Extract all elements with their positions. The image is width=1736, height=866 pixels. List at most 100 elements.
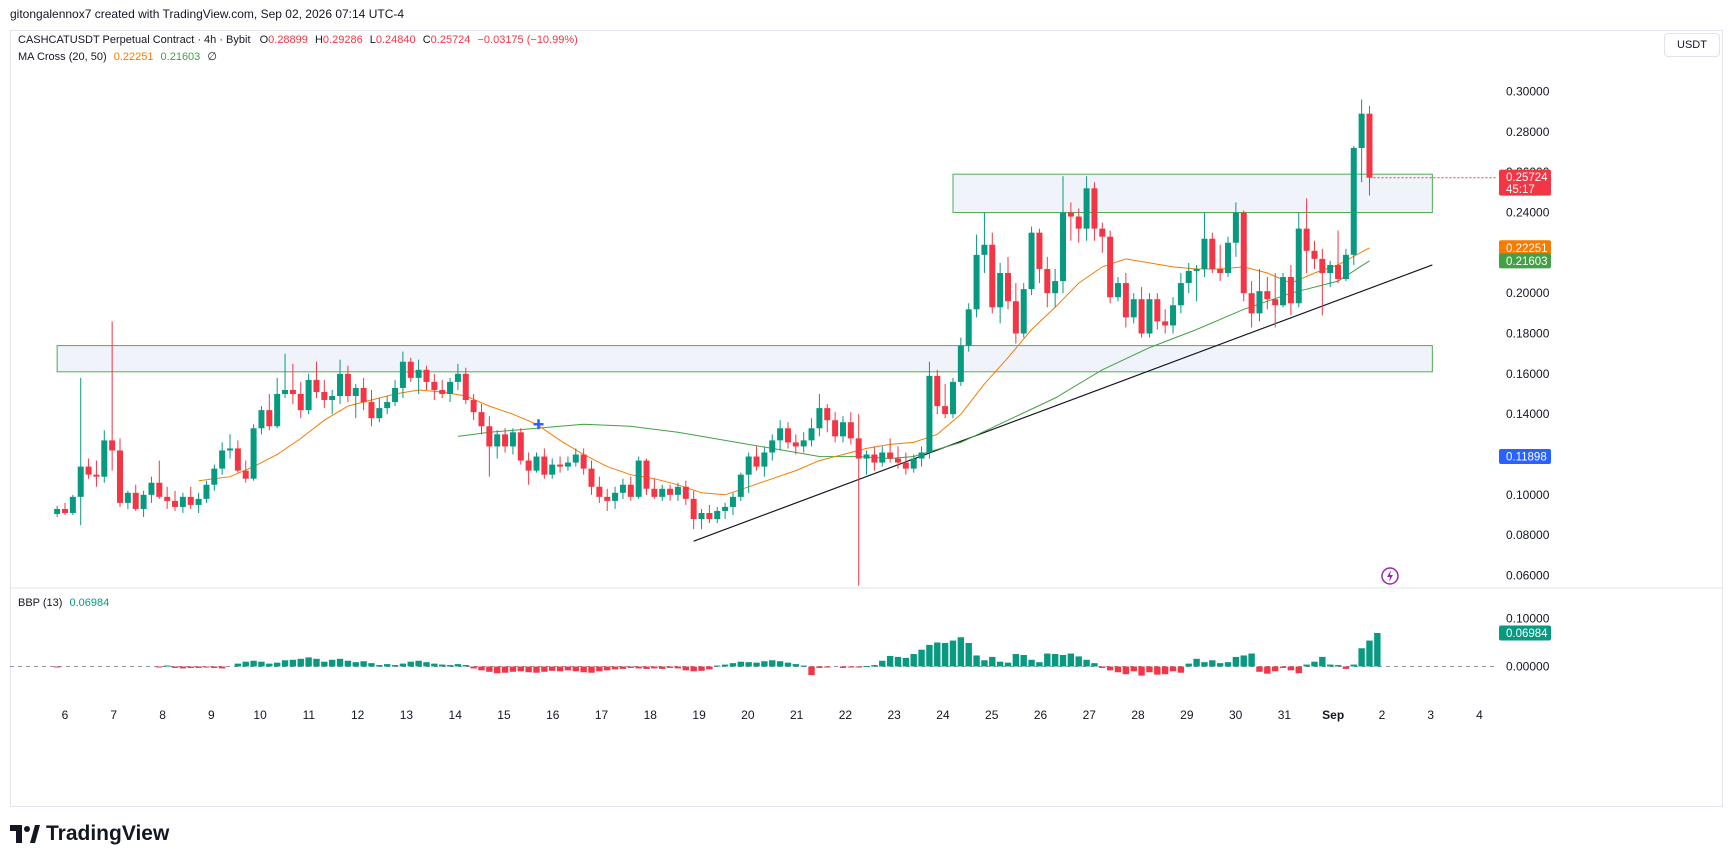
bbp-bar	[517, 666, 524, 672]
candle-body	[305, 379, 312, 411]
candle-body	[1036, 232, 1043, 269]
tradingview-logo[interactable]: TradingView	[10, 822, 169, 846]
bbp-bar	[439, 664, 446, 667]
candle-body	[1327, 264, 1334, 273]
bbp-bar	[53, 666, 61, 668]
time-tick-label: 2	[1379, 708, 1386, 722]
candle	[682, 480, 689, 505]
candle	[179, 492, 186, 513]
candle-body	[784, 428, 791, 443]
ma-fast-badge-bg	[1499, 240, 1551, 256]
axes: 0.30000 0.28000 0.24000 0.20000 0.18000 0.160…	[62, 85, 1550, 723]
candle	[1287, 264, 1294, 316]
trendline[interactable]	[693, 264, 1433, 542]
time-tick-label: 27	[1083, 708, 1097, 722]
candle-body	[1146, 299, 1153, 334]
candle-body	[942, 406, 949, 415]
candle-body	[902, 462, 909, 469]
candle	[376, 398, 383, 423]
candle-body	[533, 456, 540, 471]
candle-body	[910, 458, 917, 469]
bbp-title[interactable]: BBP (13)	[18, 597, 63, 609]
time-tick-label: 25	[985, 708, 999, 722]
bbp-bar	[1075, 656, 1082, 667]
candle	[1280, 273, 1287, 308]
candle	[368, 389, 375, 427]
zone-rectangle-1[interactable]	[56, 345, 1433, 373]
time-tick-label: 7	[110, 708, 117, 722]
candle	[847, 412, 854, 445]
candle-body	[1005, 273, 1011, 302]
candle-body	[242, 470, 249, 479]
candle-body	[439, 389, 446, 394]
candle-body	[1115, 283, 1122, 298]
candle	[62, 502, 68, 515]
candle	[659, 484, 666, 501]
candle	[753, 446, 760, 471]
bbp-bar	[918, 649, 925, 667]
currency-button[interactable]: USDT	[1664, 33, 1720, 57]
candle-body	[1350, 147, 1357, 255]
candle	[69, 494, 76, 515]
chart-frame	[10, 30, 1723, 807]
candle-body	[329, 396, 336, 401]
zone-rectangle-2[interactable]	[952, 173, 1433, 213]
time-tick-label: Sep	[1322, 708, 1344, 722]
time-tick-label: 17	[595, 708, 609, 722]
candle-body	[1099, 228, 1106, 237]
candle	[863, 450, 870, 475]
candle	[769, 434, 776, 461]
candle-body	[714, 510, 721, 520]
candle-body	[470, 400, 477, 413]
bbp-bar	[784, 662, 792, 667]
legend-symbol[interactable]: CASHCATUSDT Perpetual Contract · 4h · By…	[18, 34, 251, 46]
candle-body	[211, 468, 218, 485]
candle	[415, 359, 422, 394]
bbp-bar	[847, 666, 855, 668]
candle	[1225, 236, 1232, 278]
candle	[1319, 248, 1326, 316]
time-tick-label: 10	[253, 708, 267, 722]
candle-body	[179, 496, 186, 507]
candle-body	[101, 440, 108, 477]
candle	[824, 404, 831, 433]
candle-body	[478, 412, 485, 427]
candle-body	[1256, 291, 1263, 314]
bbp-bar	[666, 666, 674, 668]
candle-body	[824, 408, 831, 421]
bbp-bar	[769, 660, 776, 667]
bbp-bar	[894, 656, 902, 667]
bbp-bar	[454, 664, 462, 667]
bbp-bar	[635, 666, 642, 669]
ma-fast-badge: 0.22251	[1506, 243, 1548, 255]
candle-body	[368, 402, 375, 419]
ma-hidden-icon[interactable]: ∅	[207, 51, 217, 63]
candle	[297, 381, 304, 419]
candle	[887, 438, 894, 463]
bbp-bar	[273, 662, 281, 667]
candle	[219, 442, 226, 475]
lightning-icon[interactable]	[1381, 567, 1399, 585]
candle-body	[690, 498, 697, 520]
candle	[274, 377, 281, 429]
candle-body	[187, 496, 194, 505]
ma-cross-title[interactable]: MA Cross (20, 50)	[18, 51, 107, 63]
candle	[871, 446, 878, 471]
bbp-bar	[824, 666, 831, 668]
time-tick-label: 29	[1180, 708, 1194, 722]
candle	[541, 448, 548, 479]
candle-body	[486, 426, 493, 447]
candle-body	[250, 428, 257, 479]
candle-body	[203, 484, 210, 499]
bbp-bar	[407, 661, 414, 667]
bbp-bar	[234, 663, 242, 667]
candle	[855, 414, 862, 586]
candle-body	[321, 391, 328, 401]
candle	[1028, 226, 1035, 296]
legend-ma-row: MA Cross (20, 50) 0.22251 0.21603 ∅	[18, 50, 217, 63]
bbp-bar	[501, 666, 509, 673]
trendline-group[interactable]	[693, 264, 1433, 542]
candle-body	[706, 512, 713, 520]
